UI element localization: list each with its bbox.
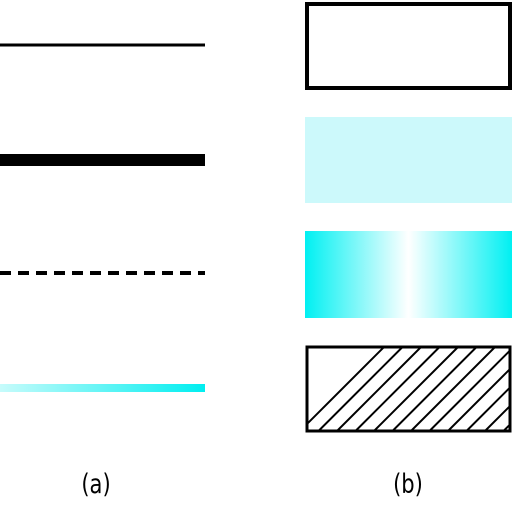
hatch-line [428,349,510,431]
hatch-line [410,347,496,431]
hatch-line [447,367,510,431]
hatch-line [484,404,510,431]
outline-box [305,2,512,90]
hatch-line [391,347,478,431]
hatch-line [336,347,422,431]
solid-light-cyan-box [305,117,512,203]
gradient-line [0,384,205,392]
hatch-line [373,347,459,431]
panel-b-fill-styles [305,2,512,433]
panel-a-label: (a) [81,469,111,500]
hatch-line [307,347,385,426]
hatch-line [354,347,441,431]
panel-a-line-styles [0,43,205,392]
hatched-box [305,345,512,433]
panel-b-label: (b) [393,469,423,500]
cyan-gradient-box [305,231,512,318]
hatch-line [317,347,404,431]
